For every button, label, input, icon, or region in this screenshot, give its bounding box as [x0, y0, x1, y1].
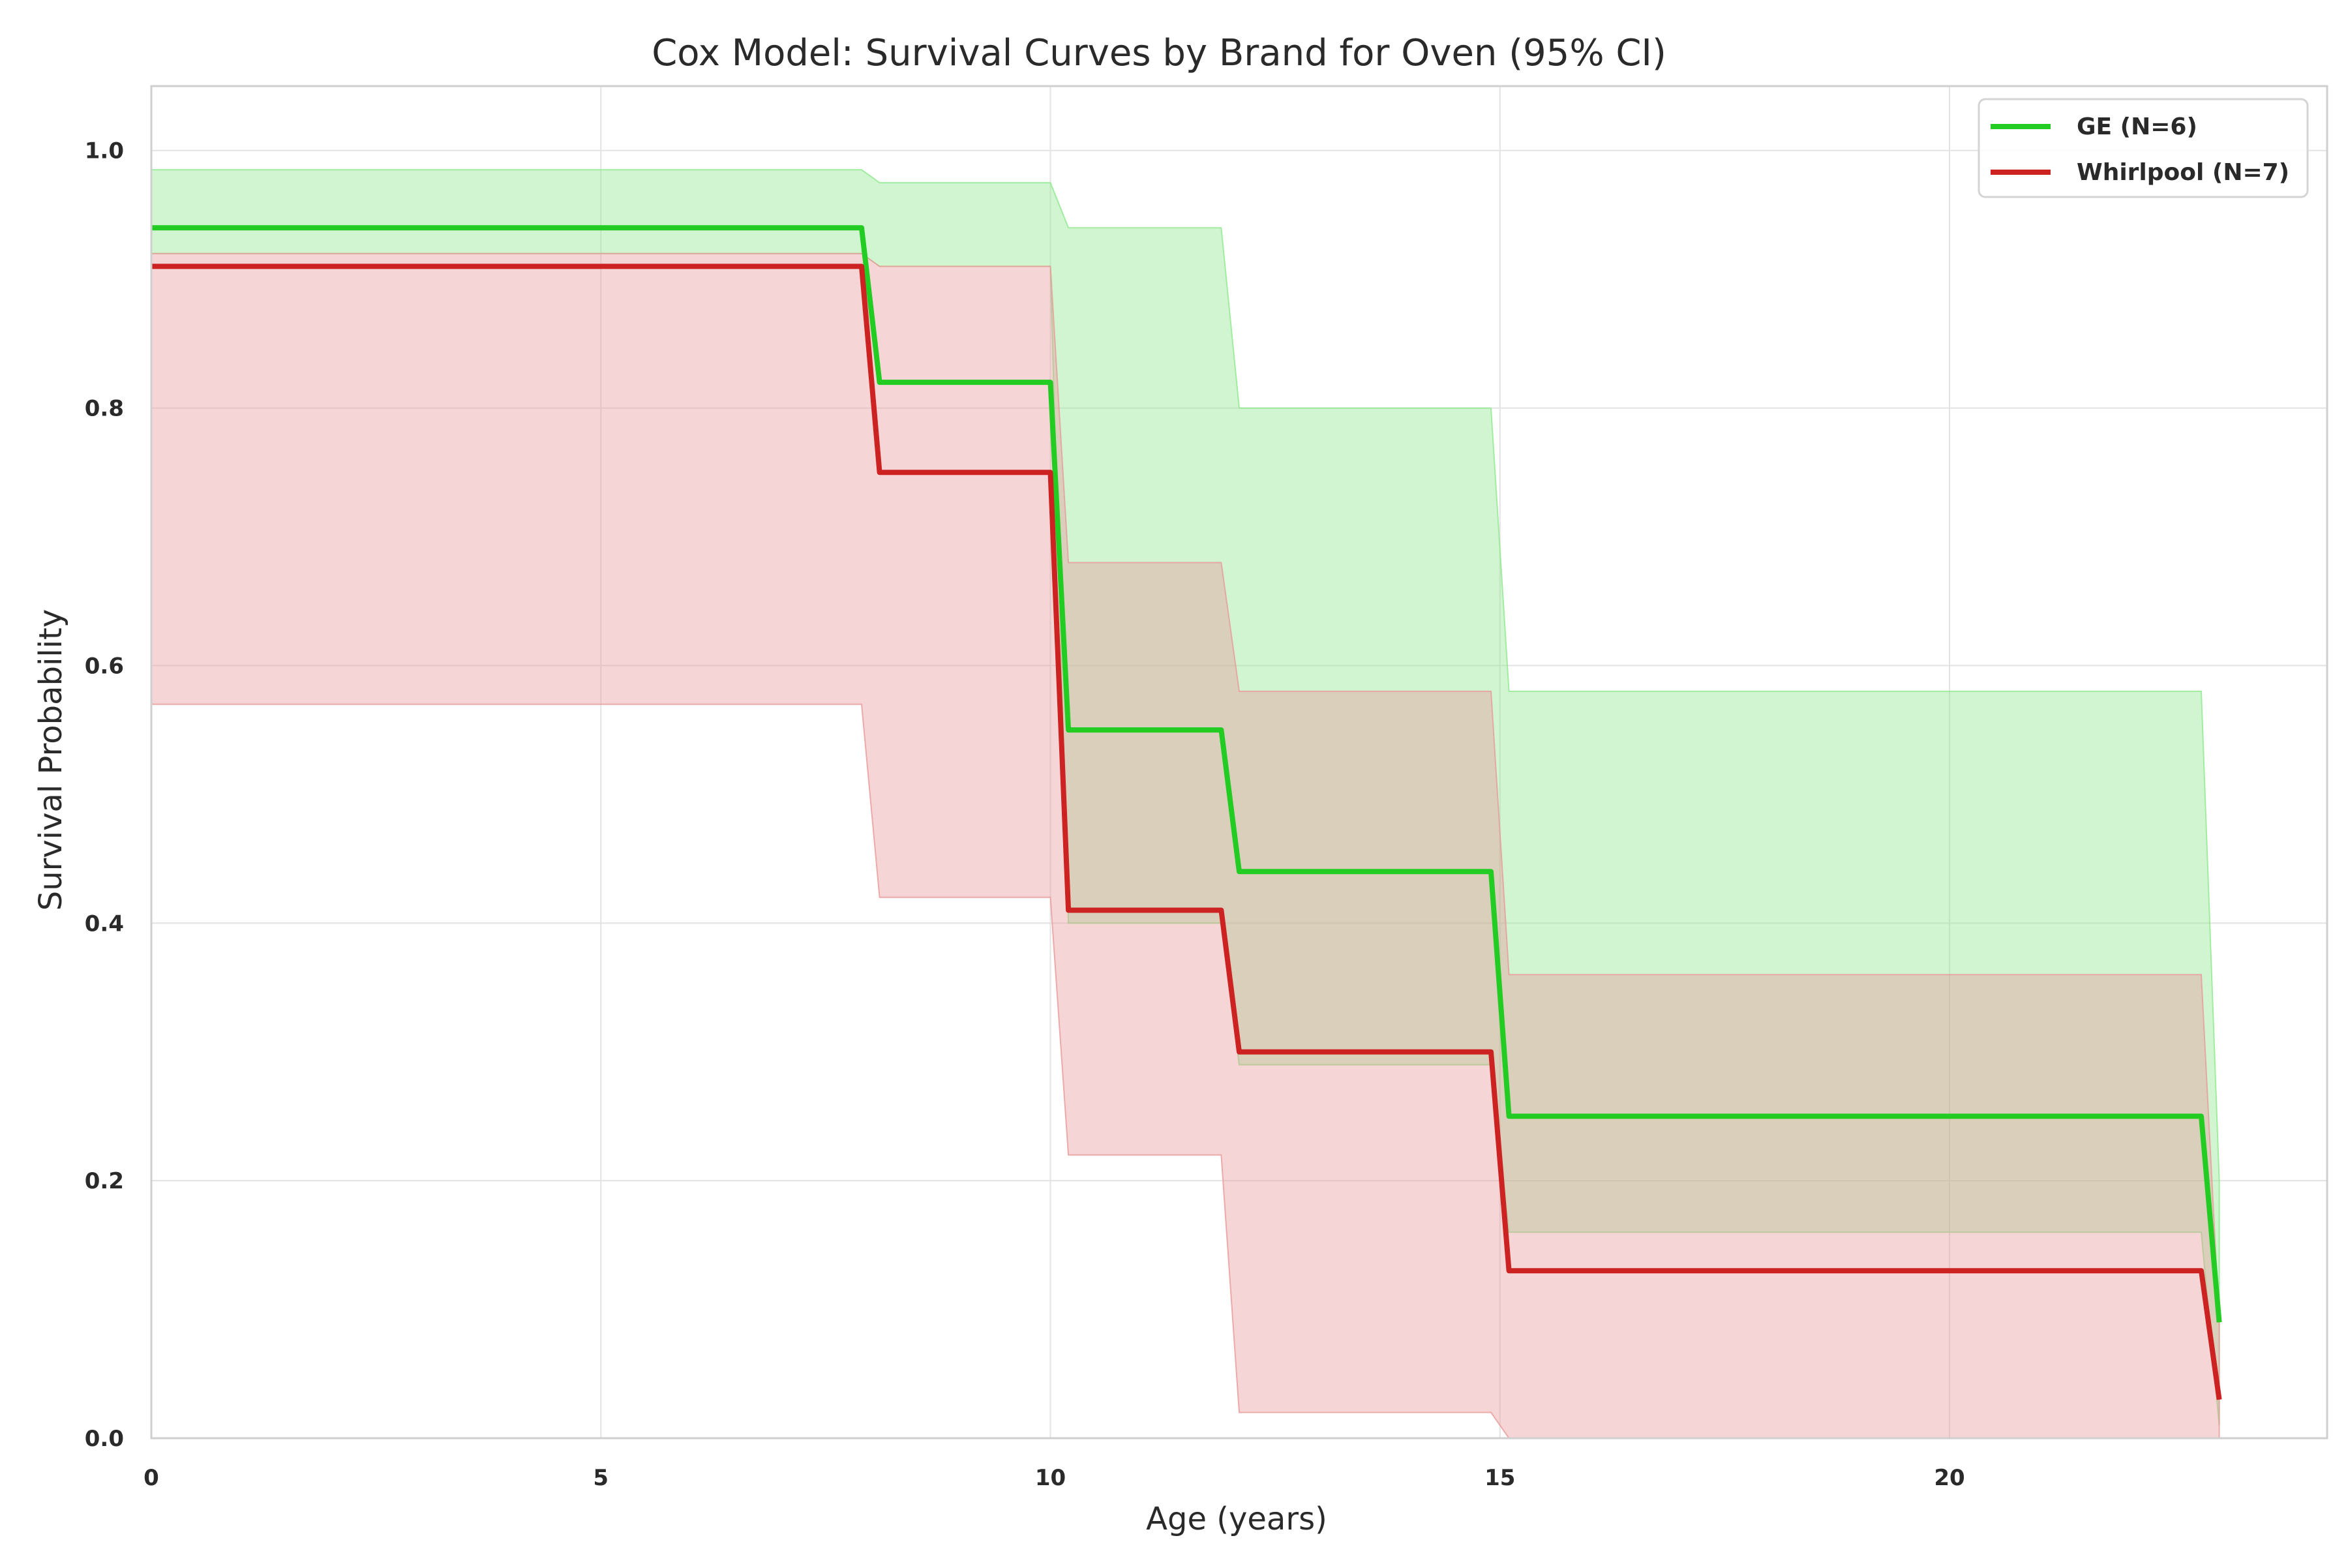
- chart-title: Cox Model: Survival Curves by Brand for …: [652, 32, 1666, 74]
- survival-lines: [151, 225, 2222, 1400]
- legend-box: [1978, 98, 2309, 198]
- survival-line-0: [151, 225, 2222, 1323]
- y-tick-label: 0.0: [85, 1426, 124, 1452]
- x-axis-title: Age (years): [1146, 1501, 1327, 1537]
- x-tick-label: 10: [1035, 1465, 1066, 1491]
- y-tick-label: 1.0: [85, 138, 124, 164]
- confidence-bands: [151, 169, 2220, 1439]
- legend-label-0: GE (N=6): [2077, 113, 2197, 140]
- y-axis-title: Survival Probability: [33, 609, 69, 911]
- tick-labels: 0 5 10 15 20 0.0 0.2 0.4 0.6 0.8 1.0: [85, 138, 1965, 1491]
- y-tick-label: 0.2: [85, 1168, 124, 1194]
- x-tick-label: 0: [143, 1465, 159, 1491]
- y-tick-label: 0.6: [85, 653, 124, 679]
- y-tick-label: 0.8: [85, 396, 124, 422]
- legend: GE (N=6) Whirlpool (N=7): [1978, 98, 2309, 198]
- y-tick-label: 0.4: [85, 911, 124, 937]
- x-tick-label: 20: [1934, 1465, 1964, 1491]
- plot-frame: [150, 85, 2328, 1440]
- survival-line-1: [151, 264, 2222, 1400]
- legend-label-1: Whirlpool (N=7): [2077, 159, 2289, 186]
- x-tick-label: 15: [1484, 1465, 1515, 1491]
- x-tick-label: 5: [593, 1465, 609, 1491]
